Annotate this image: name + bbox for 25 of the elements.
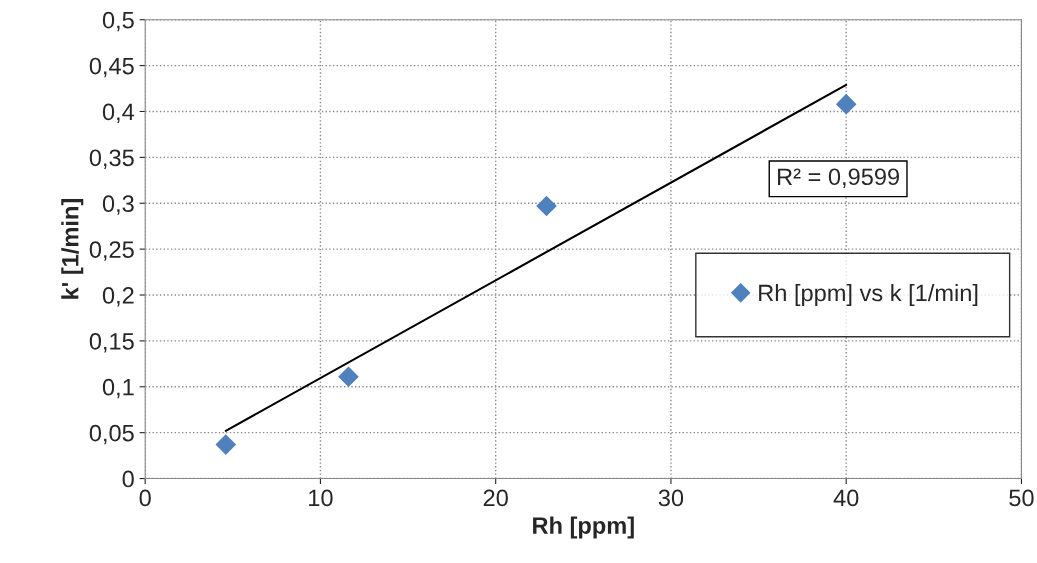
y-tick-label: 0,4 [102,103,135,124]
y-tick-label: 0,3 [102,195,134,215]
y-tick-label: 0,1 [102,378,134,399]
x-tick-label: 30 [658,489,684,507]
y-tick-label: 0,15 [89,332,134,353]
x-tick-label: 0 [139,489,151,507]
point [536,195,557,217]
y-tick-label: 0,5 [102,11,134,32]
x-tick-label: 50 [1009,489,1034,507]
y-tick-label: 0,2 [102,287,134,307]
legend-label: Rh [ppm] vs k [1/min] [759,284,978,307]
x-axis-title: Rh [ppm] [533,516,634,539]
x-tick-label: 20 [483,489,508,507]
point [215,434,237,455]
y-axis-title: k' [1/min] [61,199,84,299]
y-tick-label: 0,25 [89,241,134,261]
y-tick-label: 0,35 [89,149,134,169]
y-tick-label: 0 [122,470,134,488]
x-tick-label: 40 [833,489,859,507]
annotation: R² = 0,9599 [778,168,900,188]
x-tick-label: 10 [309,489,333,507]
point [338,366,359,387]
y-tick-label: 0,05 [89,424,134,445]
point [835,93,857,115]
y-tick-label: 0,45 [89,57,134,78]
